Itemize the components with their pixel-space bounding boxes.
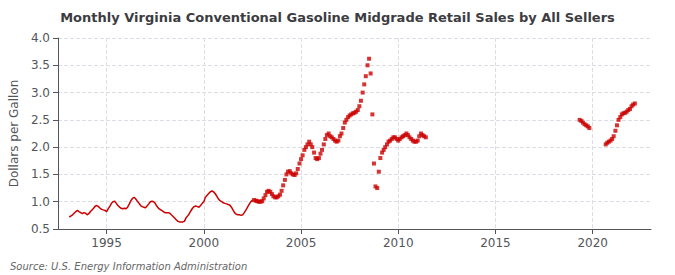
svg-text:2010: 2010 [383, 236, 414, 250]
svg-text:1995: 1995 [91, 236, 122, 250]
svg-text:2015: 2015 [480, 236, 511, 250]
svg-text:Dollars per Gallon: Dollars per Gallon [7, 80, 21, 188]
svg-text:2020: 2020 [577, 236, 608, 250]
svg-text:2.0: 2.0 [31, 140, 50, 154]
svg-text:1.5: 1.5 [31, 167, 50, 181]
svg-text:2000: 2000 [189, 236, 220, 250]
svg-text:0.5: 0.5 [31, 222, 50, 236]
svg-text:2005: 2005 [286, 236, 317, 250]
svg-text:4.0: 4.0 [31, 31, 50, 45]
svg-text:Monthly Virginia Conventional: Monthly Virginia Conventional Gasoline M… [60, 10, 615, 25]
svg-text:3.5: 3.5 [31, 58, 50, 72]
svg-text:3.0: 3.0 [31, 86, 50, 100]
svg-text:2.5: 2.5 [31, 113, 50, 127]
svg-text:1.0: 1.0 [31, 195, 50, 209]
svg-text:Source: U.S. Energy Informatio: Source: U.S. Energy Information Administ… [10, 261, 247, 272]
